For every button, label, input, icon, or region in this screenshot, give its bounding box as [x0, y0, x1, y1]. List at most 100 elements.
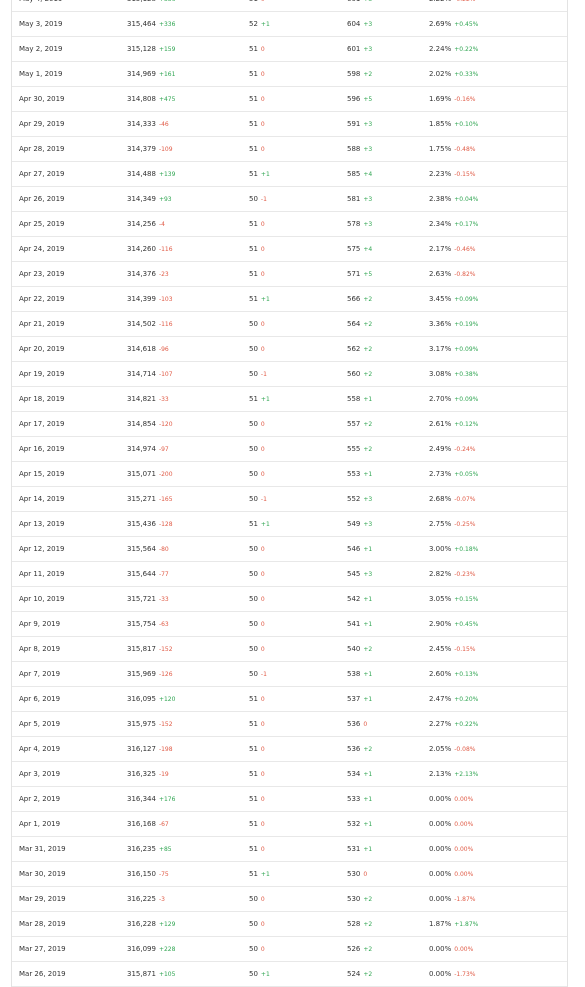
total-cell: 314,376 -23	[127, 262, 169, 286]
total-cell: 315,128 +159	[127, 37, 175, 61]
count-cell: 50 0	[249, 887, 265, 911]
change-delta: +0.38%	[454, 371, 479, 378]
date-cell: Apr 3, 2019	[19, 762, 60, 786]
date-cell: May 4, 2019	[19, 0, 62, 11]
date-cell: Apr 16, 2019	[19, 437, 65, 461]
date-value: Apr 7, 2019	[19, 670, 61, 678]
percent-cell: 2.45% -0.15%	[429, 637, 475, 661]
change-delta: 0	[363, 871, 368, 878]
change-delta: 0	[260, 346, 265, 353]
percent-value: 0.00%	[429, 795, 452, 803]
total-cell: 314,488 +139	[127, 162, 175, 186]
count-cell: 536 +2	[347, 737, 372, 761]
date-cell: Apr 27, 2019	[19, 162, 65, 186]
percent-value: 2.61%	[429, 420, 452, 428]
count-value: 50	[249, 595, 258, 603]
change-delta: +0.20%	[454, 696, 479, 703]
count-cell: 50 0	[249, 437, 265, 461]
count-value: 50	[249, 495, 258, 503]
count-cell: 534 +1	[347, 762, 372, 786]
change-delta: 0	[260, 721, 265, 728]
change-delta: +475	[158, 96, 176, 103]
change-delta: +2	[363, 946, 373, 953]
total-value: 316,225	[127, 895, 156, 903]
change-delta: -19	[158, 771, 169, 778]
count-value: 530	[347, 895, 361, 903]
change-delta: -109	[158, 146, 173, 153]
count-value: 50	[249, 895, 258, 903]
count-cell: 557 +2	[347, 412, 372, 436]
total-cell: 316,344 +176	[127, 787, 175, 811]
date-cell: Apr 18, 2019	[19, 387, 65, 411]
change-delta: -1.73%	[454, 971, 476, 978]
date-cell: Apr 1, 2019	[19, 812, 60, 836]
change-delta: 0	[261, 0, 265, 3]
change-delta: -0.82%	[454, 271, 476, 278]
date-value: Apr 23, 2019	[19, 270, 65, 278]
count-value: 585	[347, 170, 361, 178]
table-row: Apr 3, 2019 316,325 -19 51 0 534 +1 2.13% +2.13%	[12, 762, 567, 787]
change-delta: +2	[363, 646, 373, 653]
count-value: 546	[347, 545, 361, 553]
count-value: 560	[347, 370, 361, 378]
date-value: Apr 20, 2019	[19, 345, 65, 353]
change-delta: 0	[363, 721, 368, 728]
change-delta: +3	[363, 0, 372, 3]
percent-value: 3.05%	[429, 595, 452, 603]
total-cell: 314,260 -116	[127, 237, 173, 261]
date-cell: Apr 25, 2019	[19, 212, 65, 236]
percent-value: 1.75%	[429, 145, 452, 153]
percent-cell: 3.36% +0.19%	[429, 312, 478, 336]
percent-cell: 2.05% -0.08%	[429, 737, 475, 761]
change-delta: +5	[363, 96, 373, 103]
date-value: Apr 21, 2019	[19, 320, 65, 328]
table-row: Apr 25, 2019 314,256 -4 51 0 578 +3 2.34% +0.17%	[12, 212, 567, 237]
change-delta: -165	[158, 496, 173, 503]
total-value: 314,974	[127, 445, 156, 453]
percent-cell: 1.69% -0.16%	[429, 87, 475, 111]
change-delta: 0	[260, 96, 265, 103]
count-cell: 542 +1	[347, 587, 372, 611]
date-value: Apr 29, 2019	[19, 120, 65, 128]
count-value: 553	[347, 470, 361, 478]
percent-cell: 2.38% +0.04%	[429, 187, 478, 211]
count-value: 601	[347, 45, 361, 53]
date-cell: Apr 20, 2019	[19, 337, 65, 361]
count-cell: 531 +1	[347, 837, 372, 861]
count-value: 50	[249, 320, 258, 328]
count-cell: 50 0	[249, 612, 265, 636]
total-value: 315,754	[127, 620, 156, 628]
date-value: Mar 27, 2019	[19, 945, 66, 953]
change-delta: +1	[363, 771, 373, 778]
count-value: 575	[347, 245, 361, 253]
count-value: 528	[347, 920, 361, 928]
total-cell: 316,228 +129	[127, 912, 175, 936]
count-cell: 596 +5	[347, 87, 372, 111]
change-delta: +1	[363, 846, 373, 853]
change-delta: 0	[260, 846, 265, 853]
count-value: 604	[347, 20, 361, 28]
count-cell: 601+3	[347, 37, 372, 61]
count-value: 50	[249, 620, 258, 628]
date-cell: Apr 11, 2019	[19, 562, 65, 586]
date-cell: Mar 27, 2019	[19, 937, 66, 961]
change-delta: +2	[363, 71, 373, 78]
count-value: 51	[249, 520, 258, 528]
count-cell: 546 +1	[347, 537, 372, 561]
total-value: 315,128	[127, 0, 156, 3]
total-value: 314,714	[127, 370, 156, 378]
change-delta: +139	[158, 171, 176, 178]
percent-value: 2.17%	[429, 245, 452, 253]
table-row: Mar 29, 2019 316,225 -3 50 0 530 +2 0.00% -1.87%	[12, 887, 567, 912]
table-row: Apr 30, 2019 314,808 +475 51 0 596 +5 1.69% -0.1…	[12, 87, 567, 112]
change-delta: +1	[260, 296, 270, 303]
count-value: 524	[347, 970, 361, 978]
change-delta: 0	[260, 146, 265, 153]
change-delta: +0.04%	[454, 196, 479, 203]
change-delta: -0.15%	[454, 171, 476, 178]
date-cell: Mar 30, 2019	[19, 862, 66, 886]
